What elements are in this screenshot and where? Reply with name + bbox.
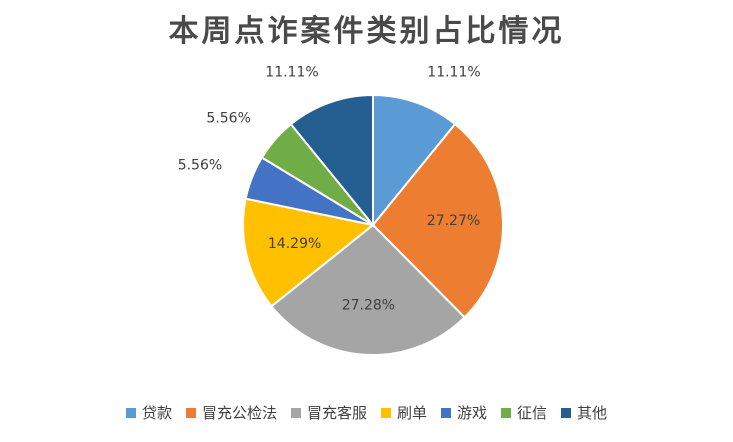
slice-data-label: 11.11% (427, 64, 480, 80)
legend-label: 冒充客服 (306, 404, 367, 422)
legend-item: 刷单 (380, 402, 427, 423)
chart-title: 本周点诈案件类别占比情况 (168, 14, 565, 49)
slice-data-label: 5.56% (206, 111, 250, 127)
legend-swatch (501, 407, 512, 418)
legend-item: 冒充客服 (290, 402, 367, 423)
slice-data-label: 27.28% (342, 298, 395, 314)
legend-item: 游戏 (441, 402, 487, 423)
legend-swatch (561, 407, 572, 418)
legend-item: 其他 (561, 402, 607, 423)
legend-label: 游戏 (457, 404, 488, 422)
legend-item: 冒充公检法 (185, 402, 277, 423)
slice-data-label: 14.29% (268, 236, 321, 252)
legend-swatch (380, 407, 391, 418)
legend-label: 冒充公检法 (201, 404, 277, 422)
legend-label: 其他 (577, 404, 608, 422)
pie-slice (270, 223, 466, 356)
legend-label: 征信 (517, 404, 548, 422)
legend-label: 贷款 (141, 404, 172, 422)
slice-data-label: 5.56% (178, 158, 222, 174)
pie-slice (371, 122, 504, 319)
slice-data-label: 27.27% (427, 213, 480, 229)
legend-label: 刷单 (396, 404, 427, 422)
pie-slice (241, 197, 376, 308)
pie-slice (289, 93, 374, 228)
legend-swatch (441, 407, 451, 418)
pie-slice (372, 93, 457, 228)
legend-swatch (290, 407, 301, 418)
legend-item: 贷款 (125, 402, 172, 423)
legend: 贷款 冒充公检法 冒充客服 刷单 游戏 征信 其他 (0, 402, 733, 423)
legend-item: 征信 (501, 402, 547, 423)
legend-swatch (125, 407, 136, 418)
legend-swatch (185, 407, 196, 418)
slice-data-label: 11.11% (265, 64, 318, 80)
